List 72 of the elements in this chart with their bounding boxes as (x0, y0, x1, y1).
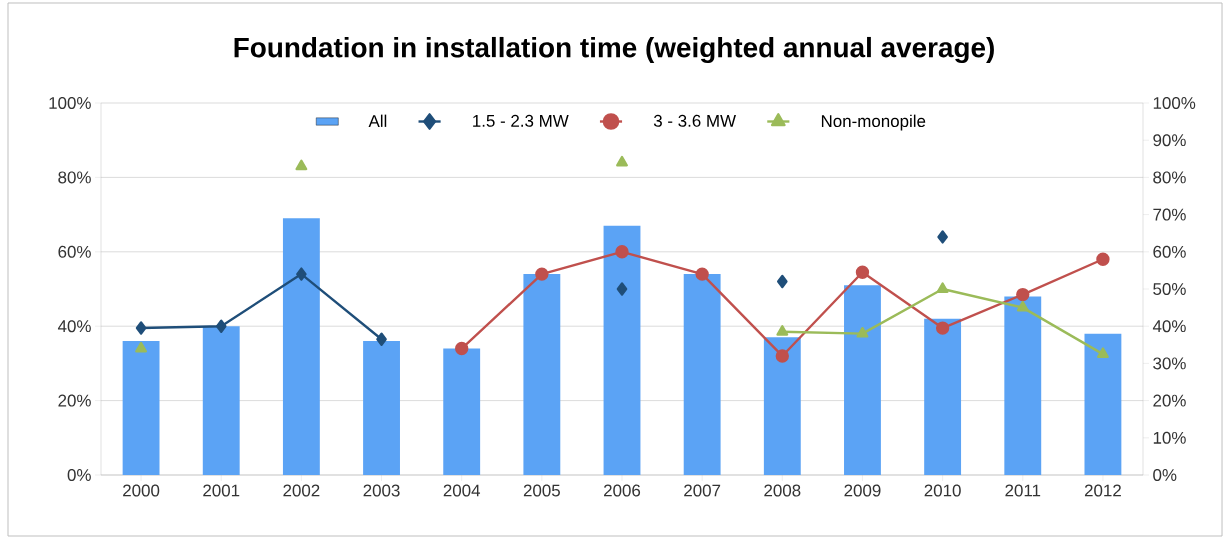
x-tick-label: 2010 (924, 484, 961, 497)
bar (122, 341, 160, 475)
legend-label: All (368, 114, 387, 127)
point (616, 282, 628, 296)
y2-tick-label: 80% (1153, 171, 1186, 184)
point (856, 326, 869, 338)
bar (763, 337, 801, 475)
chart-title: Foundation in installation time (weighted annual average) (234, 36, 994, 64)
point (1096, 347, 1109, 359)
bar (282, 218, 320, 475)
y2-tick-label: 70% (1153, 208, 1186, 221)
y2-tick-label: 10% (1153, 431, 1186, 444)
point (1016, 300, 1029, 312)
point (455, 341, 469, 356)
point (1016, 287, 1030, 302)
y-tick-label: 100% (49, 97, 91, 109)
bar (523, 274, 561, 475)
y-tick-label: 60% (58, 245, 91, 258)
y-tick-label: 80% (58, 171, 91, 184)
bar (443, 348, 481, 475)
y2-tick-label: 50% (1153, 283, 1186, 295)
point (776, 325, 789, 336)
x-tick-label: 2003 (363, 484, 400, 497)
x-tick-label: 2007 (684, 484, 721, 497)
bar (363, 341, 400, 475)
bar (1084, 333, 1122, 475)
legend-label: 1.5 - 2.3 MW (473, 114, 569, 127)
legend-label: Non-monopile (821, 114, 926, 131)
y2-tick-label: 20% (1153, 394, 1186, 407)
point (135, 341, 148, 353)
x-tick-label: 2012 (1084, 484, 1121, 497)
point (855, 265, 870, 279)
point (215, 319, 227, 333)
bar (924, 318, 962, 475)
y-tick-label: 20% (58, 394, 91, 407)
bar (603, 225, 641, 475)
point (295, 159, 308, 171)
y2-tick-label: 60% (1153, 245, 1186, 258)
y2-tick-label: 90% (1153, 134, 1186, 147)
x-tick-label: 2000 (123, 484, 160, 497)
point (695, 267, 709, 281)
bar (844, 285, 881, 475)
bar (1004, 296, 1042, 475)
x-tick-label: 2004 (443, 484, 481, 497)
point (535, 267, 549, 281)
point (775, 349, 789, 363)
point (1096, 252, 1110, 266)
x-tick-label: 2011 (1005, 484, 1041, 497)
point (296, 267, 307, 281)
point (937, 230, 948, 244)
bar (202, 326, 240, 475)
y2-tick-label: 0% (1153, 469, 1177, 481)
point (135, 321, 147, 335)
x-tick-label: 2001 (203, 484, 240, 497)
point (935, 321, 950, 335)
bar (683, 274, 721, 475)
y2-tick-label: 40% (1152, 320, 1186, 333)
point (936, 282, 949, 293)
point (376, 332, 387, 346)
x-tick-label: 2009 (844, 484, 881, 497)
y2-tick-label: 30% (1153, 357, 1186, 370)
point (615, 245, 629, 259)
x-tick-label: 2008 (764, 484, 801, 497)
x-tick-label: 2006 (604, 484, 641, 497)
y-tick-label: 40% (57, 320, 91, 333)
x-tick-label: 2002 (283, 484, 320, 497)
point (616, 155, 628, 167)
y2-tick-label: 100% (1153, 97, 1196, 109)
point (777, 274, 788, 289)
y-tick-label: 0% (67, 469, 91, 481)
legend-label: 3 - 3.6 MW (653, 114, 736, 127)
x-tick-label: 2005 (523, 484, 560, 497)
